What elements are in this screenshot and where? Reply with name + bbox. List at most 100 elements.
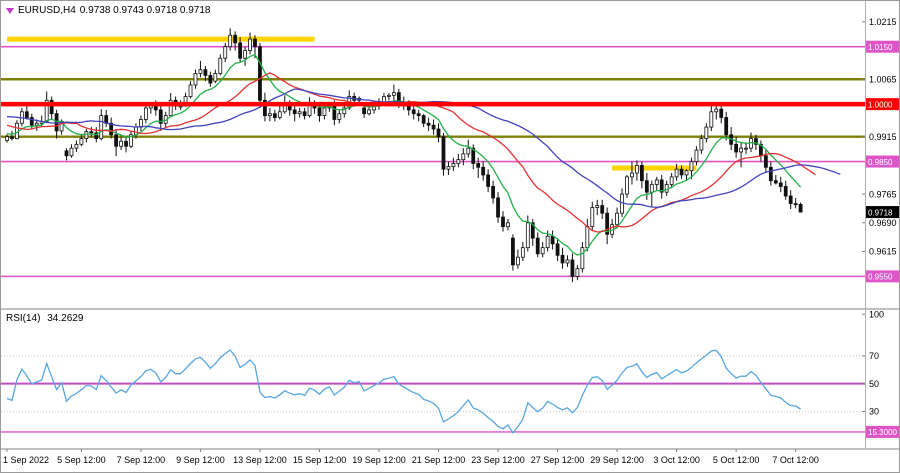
candle-body [630,172,634,178]
candle-body [506,222,510,228]
candle-body [734,143,739,153]
candle-body [739,147,743,153]
rsi-tick-label: 70 [869,351,879,361]
ma-mid-line [6,72,816,233]
price-axis[interactable]: 1.0150 1.0000 0.9850 0.9550 0.9718 1.0215 1.00… [862,17,900,283]
candle-body [74,143,79,149]
price-badge [866,425,899,438]
price-tick-label: 0.9615 [869,247,897,257]
candle-body [129,134,133,147]
candle-body [719,108,724,118]
candle-body [535,237,540,255]
candle-body [699,138,704,151]
candle-body [778,182,783,187]
time-label: 9 Sep 12:00 [176,455,225,465]
candle-body [600,205,605,214]
candle-body [570,259,575,277]
candle-body [248,38,252,51]
candle-body [496,197,500,218]
horizontal-levels [1,36,865,278]
panel-frame [1,1,899,450]
candle-body [119,140,123,147]
candle-body [783,186,788,197]
candle-body [768,166,773,182]
candle-body [461,153,466,161]
price-badge [866,40,899,53]
time-label: 21 Sep 12:00 [412,455,466,465]
candle-body [694,149,699,162]
candle-body [416,113,421,117]
candle-body [213,73,218,82]
candle-body [297,111,302,115]
candle-body [188,84,193,97]
candle-body [590,207,595,228]
time-label: 7 Oct 12:00 [772,455,819,465]
candle-body [168,99,173,117]
candle-body [649,184,654,193]
candle-body [550,235,555,245]
candle-body [238,42,243,59]
time-label: 23 Sep 12:00 [471,455,525,465]
candle-body [585,226,590,249]
candle-body [763,155,768,168]
candle-body [24,111,29,118]
candle-body [615,212,619,226]
price-badge [866,155,899,168]
candle-body [233,34,238,44]
time-label: 3 Oct 12:00 [653,455,700,465]
candle-body [654,179,659,185]
candle-body [669,176,674,185]
price-badge-text: 1.0150 [868,43,893,52]
candle-body [277,111,282,118]
candle-body [724,117,729,136]
candle-body [99,115,104,139]
price-tick-label: 1.0215 [869,17,897,27]
time-label: 13 Sep 12:00 [233,455,287,465]
candle-body [89,131,94,134]
rsi-axis[interactable]: 15.3000 100 70 50 30 [862,309,900,438]
candle-body [411,109,416,115]
price-badge-text: 0.9550 [868,273,893,282]
price-badge-text: 0.9850 [868,158,893,167]
candle-body [258,46,262,101]
candle-body [203,69,208,76]
candle-body [114,134,119,147]
candle-body [644,180,649,193]
ma-lines [6,53,841,256]
price-badge [866,98,899,111]
time-axis[interactable]: 1 Sep 2022 5 Sep 12:00 7 Sep 12:00 9 Sep 12… [3,449,819,465]
candle-body [635,164,639,174]
candle-body [664,184,669,193]
candle-body [322,107,327,117]
candle-body [486,174,491,187]
candle-body [709,111,714,128]
candle-body [674,168,679,178]
candle-body [456,159,461,164]
candle-body [243,50,247,59]
price-badge-text: 0.9718 [868,208,893,217]
price-tick-label: 0.9690 [869,218,897,228]
candle-body [143,107,148,120]
rsi-tick-label: 30 [869,407,879,417]
candle-body [406,105,411,111]
candle-body [34,122,39,126]
candle-body [158,109,163,124]
candle-body [605,212,610,235]
candle-body [332,104,337,120]
candle-body [253,38,257,48]
candle-body [580,247,585,270]
candle-body [49,99,54,115]
candle-body [337,113,342,120]
candle-body [744,147,748,150]
time-label: 15 Sep 12:00 [293,455,347,465]
candle-body [575,268,580,277]
candle-body [689,161,694,172]
candle-body [793,203,798,206]
candle-body [481,166,486,176]
candle-body [555,243,560,256]
price-tick-label: 0.9765 [869,189,897,199]
candle-body [391,92,396,96]
price-badge [866,270,899,283]
